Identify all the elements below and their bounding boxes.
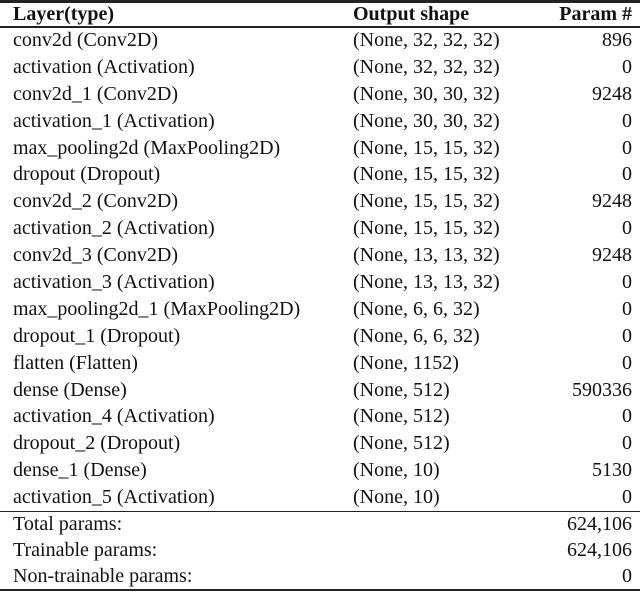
param-count-cell: 0: [622, 136, 632, 159]
layer-name-cell: dropout_2 (Dropout): [13, 432, 181, 455]
column-header-output-shape: Output shape: [353, 3, 470, 25]
output-shape-cell: (None, 15, 15, 32): [353, 190, 500, 213]
summary-empty-cell: [353, 537, 530, 563]
table-row: conv2d_3 (Conv2D) (None, 13, 13, 32) 924…: [0, 242, 640, 269]
layer-name-cell: max_pooling2d (MaxPooling2D): [13, 136, 281, 159]
param-count-cell: 0: [622, 55, 632, 78]
param-count-cell: 0: [622, 163, 632, 186]
table-row: activation_4 (Activation) (None, 512) 0: [0, 403, 640, 430]
layer-name-cell: conv2d_3 (Conv2D): [13, 244, 178, 267]
param-count-cell: 9248: [592, 82, 632, 105]
table-row: activation (Activation) (None, 32, 32, 3…: [0, 54, 640, 81]
param-count-cell: 0: [622, 432, 632, 455]
table-row: activation_1 (Activation) (None, 30, 30,…: [0, 108, 640, 135]
table-row: dropout_2 (Dropout) (None, 512) 0: [0, 430, 640, 457]
output-shape-cell: (None, 1152): [353, 351, 459, 374]
param-count-cell: 9248: [592, 244, 632, 267]
table-row: max_pooling2d_1 (MaxPooling2D) (None, 6,…: [0, 296, 640, 323]
summary-value-cell: 624,106: [567, 538, 632, 561]
output-shape-cell: (None, 15, 15, 32): [353, 217, 500, 240]
summary-value-cell: 624,106: [567, 512, 632, 535]
layer-name-cell: dense (Dense): [13, 378, 127, 401]
layer-name-cell: dropout (Dropout): [13, 163, 161, 186]
output-shape-cell: (None, 6, 6, 32): [353, 324, 480, 347]
output-shape-cell: (None, 13, 13, 32): [353, 270, 500, 293]
output-shape-cell: (None, 6, 6, 32): [353, 297, 480, 320]
summary-row: Non-trainable params: 0: [0, 564, 640, 590]
layer-name-cell: conv2d_1 (Conv2D): [13, 82, 178, 105]
summary-empty-cell: [353, 511, 530, 537]
table-row: dense_1 (Dense) (None, 10) 5130: [0, 457, 640, 484]
layer-name-cell: activation_3 (Activation): [13, 270, 215, 293]
output-shape-cell: (None, 512): [353, 432, 450, 455]
layer-name-cell: conv2d_2 (Conv2D): [13, 190, 178, 213]
layer-name-cell: dropout_1 (Dropout): [13, 324, 181, 347]
layer-name-cell: conv2d (Conv2D): [13, 29, 158, 52]
param-count-cell: 0: [622, 405, 632, 428]
output-shape-cell: (None, 30, 30, 32): [353, 109, 500, 132]
table-header: Layer(type) Output shape Param #: [0, 2, 640, 27]
table-row: dropout (Dropout) (None, 15, 15, 32) 0: [0, 161, 640, 188]
param-count-cell: 9248: [592, 190, 632, 213]
param-count-cell: 0: [622, 109, 632, 132]
layer-name-cell: activation_5 (Activation): [13, 485, 215, 508]
layer-name-cell: dense_1 (Dense): [13, 459, 147, 482]
table-row: max_pooling2d (MaxPooling2D) (None, 15, …: [0, 135, 640, 162]
table-row: flatten (Flatten) (None, 1152) 0: [0, 350, 640, 377]
param-count-cell: 0: [622, 297, 632, 320]
summary-value-cell: 0: [622, 564, 632, 587]
param-count-cell: 0: [622, 324, 632, 347]
table-row: dense (Dense) (None, 512) 590336: [0, 377, 640, 404]
output-shape-cell: (None, 13, 13, 32): [353, 244, 500, 267]
param-count-cell: 0: [622, 270, 632, 293]
summary-label-cell: Trainable params:: [13, 538, 158, 561]
param-count-cell: 896: [602, 29, 632, 52]
table-row: activation_3 (Activation) (None, 13, 13,…: [0, 269, 640, 296]
column-header-param-count: Param #: [559, 3, 632, 25]
summary-row: Trainable params: 624,106: [0, 537, 640, 563]
layer-name-cell: activation_4 (Activation): [13, 405, 215, 428]
table-row: conv2d_1 (Conv2D) (None, 30, 30, 32) 924…: [0, 81, 640, 108]
table-row: activation_2 (Activation) (None, 15, 15,…: [0, 215, 640, 242]
summary-label-cell: Total params:: [13, 512, 123, 535]
layer-name-cell: max_pooling2d_1 (MaxPooling2D): [13, 297, 301, 320]
summary-row: Total params: 624,106: [0, 511, 640, 537]
layer-name-cell: activation_1 (Activation): [13, 109, 215, 132]
output-shape-cell: (None, 512): [353, 405, 450, 428]
summary-rows: Total params: 624,106 Trainable params: …: [0, 511, 640, 590]
header-row: Layer(type) Output shape Param #: [0, 2, 640, 27]
layer-name-cell: flatten (Flatten): [13, 351, 138, 374]
output-shape-cell: (None, 10): [353, 459, 440, 482]
output-shape-cell: (None, 512): [353, 378, 450, 401]
output-shape-cell: (None, 10): [353, 485, 440, 508]
output-shape-cell: (None, 15, 15, 32): [353, 136, 500, 159]
output-shape-cell: (None, 15, 15, 32): [353, 163, 500, 186]
layer-rows: conv2d (Conv2D) (None, 32, 32, 32) 896 a…: [0, 27, 640, 512]
table-row: conv2d_2 (Conv2D) (None, 15, 15, 32) 924…: [0, 188, 640, 215]
param-count-cell: 5130: [592, 459, 632, 482]
param-count-cell: 0: [622, 217, 632, 240]
param-count-cell: 0: [622, 351, 632, 374]
table-row: dropout_1 (Dropout) (None, 6, 6, 32) 0: [0, 323, 640, 350]
param-count-cell: 0: [622, 485, 632, 508]
table-row: conv2d (Conv2D) (None, 32, 32, 32) 896: [0, 27, 640, 54]
table-row: activation_5 (Activation) (None, 10) 0: [0, 484, 640, 511]
summary-label-cell: Non-trainable params:: [13, 564, 193, 587]
layer-name-cell: activation (Activation): [13, 55, 195, 78]
layer-name-cell: activation_2 (Activation): [13, 217, 215, 240]
column-header-layer-type: Layer(type): [13, 3, 115, 25]
output-shape-cell: (None, 32, 32, 32): [353, 29, 500, 52]
summary-empty-cell: [353, 564, 530, 590]
output-shape-cell: (None, 32, 32, 32): [353, 55, 500, 78]
output-shape-cell: (None, 30, 30, 32): [353, 82, 500, 105]
param-count-cell: 590336: [572, 378, 632, 401]
